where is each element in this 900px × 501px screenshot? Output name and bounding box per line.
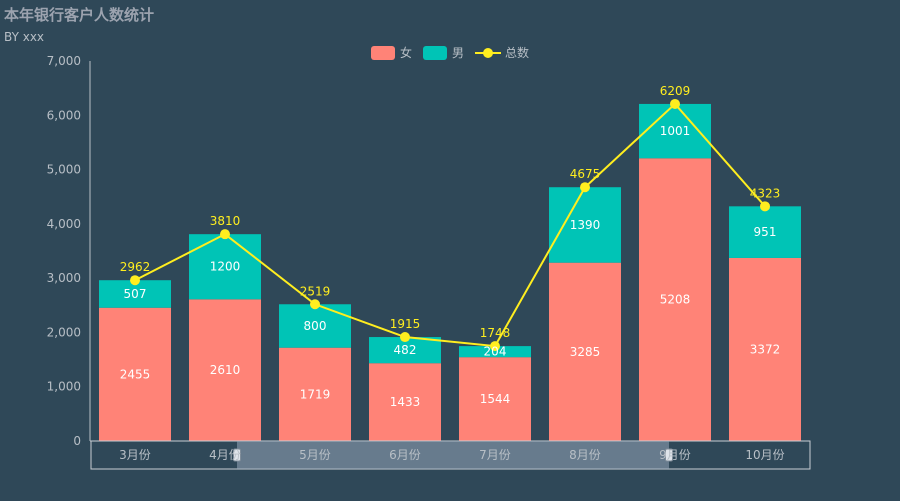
total-label: 1915 — [390, 317, 421, 331]
bar-label-female: 1719 — [300, 387, 331, 401]
legend[interactable]: 女 男 总数 — [371, 45, 529, 60]
x-tick-label: 3月份 — [119, 448, 151, 462]
total-label: 3810 — [210, 214, 241, 228]
bar-label-female: 1433 — [390, 395, 421, 409]
legend-label-female[interactable]: 女 — [400, 45, 412, 60]
bar-label-female: 5208 — [660, 293, 691, 307]
total-point[interactable] — [580, 182, 590, 192]
bar-label-female: 1544 — [480, 392, 511, 406]
y-tick-label: 4,000 — [47, 217, 81, 231]
legend-swatch-female[interactable] — [371, 46, 395, 60]
total-point[interactable] — [220, 229, 230, 239]
bar-label-male: 1001 — [660, 124, 691, 138]
x-tick-label: 8月份 — [569, 448, 601, 462]
bar-label-female: 2610 — [210, 363, 241, 377]
total-point[interactable] — [400, 332, 410, 342]
x-tick-label: 7月份 — [479, 448, 511, 462]
y-tick-label: 3,000 — [47, 271, 81, 285]
total-label: 1748 — [480, 326, 511, 340]
total-label: 6209 — [660, 84, 691, 98]
total-point[interactable] — [310, 299, 320, 309]
x-tick-label: 4月份 — [209, 448, 241, 462]
legend-label-total[interactable]: 总数 — [505, 45, 529, 60]
legend-dot-total[interactable] — [483, 48, 493, 58]
bar-label-male: 800 — [304, 319, 327, 333]
bar-label-male: 507 — [124, 287, 147, 301]
bar-label-female: 3285 — [570, 345, 601, 359]
y-tick-label: 2,000 — [47, 325, 81, 339]
bar-label-male: 1200 — [210, 260, 241, 274]
total-label: 2962 — [120, 260, 151, 274]
bar-label-male: 951 — [754, 225, 777, 239]
x-tick-label: 5月份 — [299, 448, 331, 462]
total-label: 4323 — [750, 186, 781, 200]
y-tick-label: 6,000 — [47, 108, 81, 122]
total-point[interactable] — [670, 99, 680, 109]
legend-label-male[interactable]: 男 — [452, 46, 464, 60]
y-tick-label: 7,000 — [47, 54, 81, 68]
bar-label-male: 482 — [394, 343, 417, 357]
bar-label-female: 2455 — [120, 367, 151, 381]
y-tick-label: 5,000 — [47, 163, 81, 177]
x-tick-label: 10月份 — [745, 448, 784, 462]
bar-label-male: 1390 — [570, 218, 601, 232]
x-tick-label: 6月份 — [389, 448, 421, 462]
bar-label-female: 3372 — [750, 342, 781, 356]
total-point[interactable] — [760, 201, 770, 211]
x-tick-label: 9月份 — [659, 448, 691, 462]
total-label: 2519 — [300, 284, 331, 298]
legend-swatch-male[interactable] — [423, 46, 447, 60]
bar-label-male: 204 — [484, 345, 507, 359]
total-point[interactable] — [130, 275, 140, 285]
y-tick-label: 1,000 — [47, 380, 81, 394]
y-tick-label: 0 — [73, 434, 81, 448]
total-label: 4675 — [570, 167, 601, 181]
